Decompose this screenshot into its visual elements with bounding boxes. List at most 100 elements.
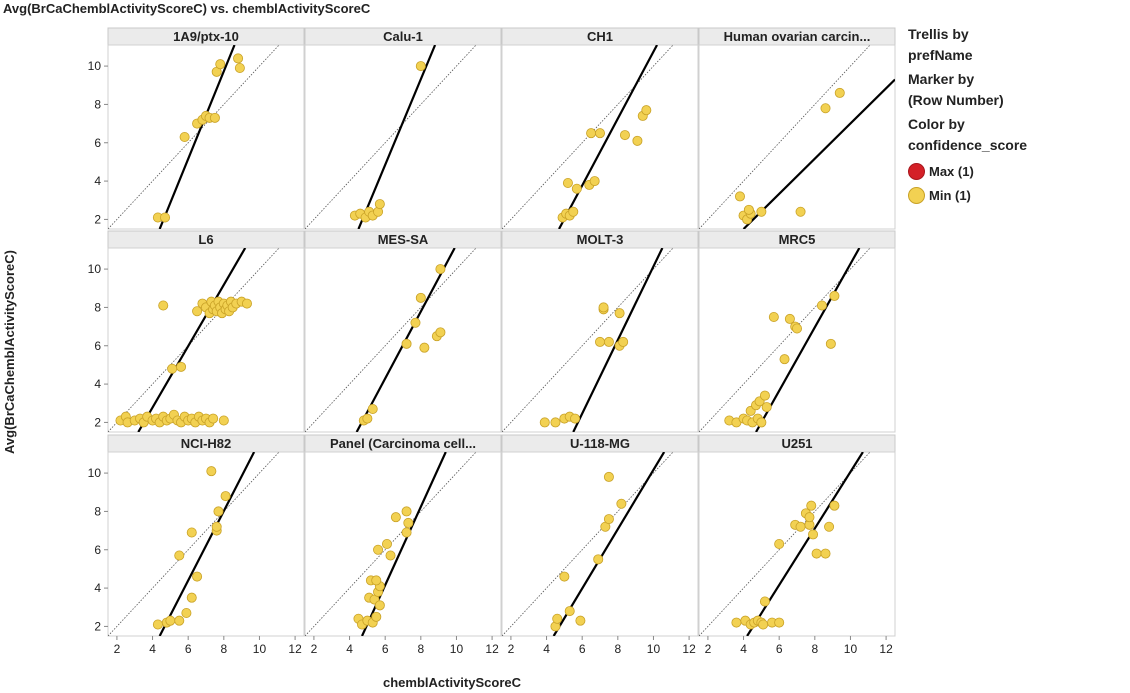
y-axis-title: Avg(BrCaChemblActivityScoreC) xyxy=(2,250,17,454)
fit-line xyxy=(755,248,861,432)
data-point xyxy=(829,290,840,301)
y-tick-label: 8 xyxy=(94,504,101,518)
data-point xyxy=(834,87,845,98)
data-point xyxy=(181,608,192,619)
data-point xyxy=(220,491,231,502)
panel-plot-area xyxy=(305,45,477,229)
data-point xyxy=(192,571,203,582)
y-tick-label: 6 xyxy=(94,136,101,150)
panel-title: Calu-1 xyxy=(383,29,423,44)
data-point xyxy=(401,506,412,517)
panel-title: MRC5 xyxy=(779,232,816,247)
y-tick-label: 10 xyxy=(88,466,102,480)
data-point xyxy=(374,600,385,611)
data-point xyxy=(174,615,185,626)
data-point xyxy=(768,311,779,322)
panel-7: MOLT-3 xyxy=(501,230,699,433)
legend-swatch-min xyxy=(908,186,925,204)
data-point xyxy=(206,466,217,477)
data-point xyxy=(743,204,754,215)
data-point xyxy=(779,354,790,365)
data-point xyxy=(603,336,614,347)
x-tick-label: 6 xyxy=(579,642,586,656)
data-point xyxy=(234,63,245,74)
data-point xyxy=(598,302,609,313)
data-point xyxy=(595,128,606,139)
data-point xyxy=(593,554,604,565)
y-tick-label: 6 xyxy=(94,339,101,353)
data-point xyxy=(795,206,806,217)
chart-title: Avg(BrCaChemblActivityScoreC) vs. chembl… xyxy=(3,1,371,16)
panel-plot-area xyxy=(502,45,674,229)
legend-color: Color by confidence_score xyxy=(908,114,1027,156)
data-point xyxy=(756,206,767,217)
data-point xyxy=(571,183,582,194)
data-point xyxy=(603,514,614,525)
x-tick-label: 8 xyxy=(220,642,227,656)
data-point xyxy=(186,527,197,538)
fit-line xyxy=(558,45,658,229)
panel-frame xyxy=(698,247,896,433)
y-tick-label: 4 xyxy=(94,377,101,391)
data-point xyxy=(808,529,819,540)
panel-title: U251 xyxy=(781,436,812,451)
x-tick-label: 4 xyxy=(346,642,353,656)
data-point xyxy=(632,135,643,146)
trellis-plot: Avg(BrCaChemblActivityScoreC) chemblActiv… xyxy=(2,27,896,690)
x-tick-label: 2 xyxy=(114,642,121,656)
data-point xyxy=(403,517,414,528)
data-point xyxy=(614,308,625,319)
legend: Trellis by prefName Marker by (Row Numbe… xyxy=(908,24,1027,207)
data-point xyxy=(435,264,446,275)
data-point xyxy=(158,300,169,311)
data-point xyxy=(167,363,178,374)
data-point xyxy=(829,500,840,511)
legend-item-max[interactable]: Max (1) xyxy=(908,159,1027,183)
fit-line xyxy=(137,248,247,432)
data-point xyxy=(174,550,185,561)
panel-plot-area xyxy=(108,45,280,229)
panel-frame xyxy=(304,247,502,433)
data-point xyxy=(784,313,795,324)
data-point xyxy=(795,521,806,532)
panel-frame xyxy=(501,451,699,637)
panel-12: U251 2 4 6 8 10 12 xyxy=(698,434,896,656)
data-point xyxy=(568,206,579,217)
legend-trellis-field: prefName xyxy=(908,47,973,63)
data-point xyxy=(218,415,229,426)
y-tick-label: 6 xyxy=(94,543,101,557)
y-tick-label: 4 xyxy=(94,581,101,595)
data-point xyxy=(570,413,581,424)
data-point xyxy=(371,611,382,622)
legend-marker-title: Marker by xyxy=(908,71,975,87)
legend-trellis: Trellis by prefName xyxy=(908,24,1027,66)
data-point xyxy=(410,317,421,328)
panel-plot-area xyxy=(305,452,477,636)
data-point xyxy=(401,338,412,349)
data-point xyxy=(820,103,831,114)
x-tick-label: 8 xyxy=(811,642,818,656)
panel-3: CH1 xyxy=(501,27,699,230)
legend-label-max: Max (1) xyxy=(929,163,974,179)
panel-frame xyxy=(107,247,305,433)
data-point xyxy=(761,402,772,413)
data-point xyxy=(731,617,742,628)
data-point xyxy=(619,130,630,141)
data-point xyxy=(806,500,817,511)
data-point xyxy=(804,512,815,523)
panel-1: 1A9/ptx-10 2 4 6 8 10 xyxy=(88,27,305,230)
panel-frame xyxy=(107,44,305,230)
data-point xyxy=(186,592,197,603)
y-tick-label: 2 xyxy=(94,619,101,633)
panel-8: MRC5 xyxy=(698,230,896,433)
x-tick-label: 4 xyxy=(149,642,156,656)
data-point xyxy=(192,306,203,317)
x-tick-label: 2 xyxy=(705,642,712,656)
data-point xyxy=(362,413,373,424)
panel-plot-area xyxy=(108,248,280,432)
data-point xyxy=(759,596,770,607)
fit-line xyxy=(572,248,664,432)
data-point xyxy=(792,323,803,334)
legend-item-min[interactable]: Min (1) xyxy=(908,183,1027,207)
x-tick-label: 12 xyxy=(288,642,302,656)
